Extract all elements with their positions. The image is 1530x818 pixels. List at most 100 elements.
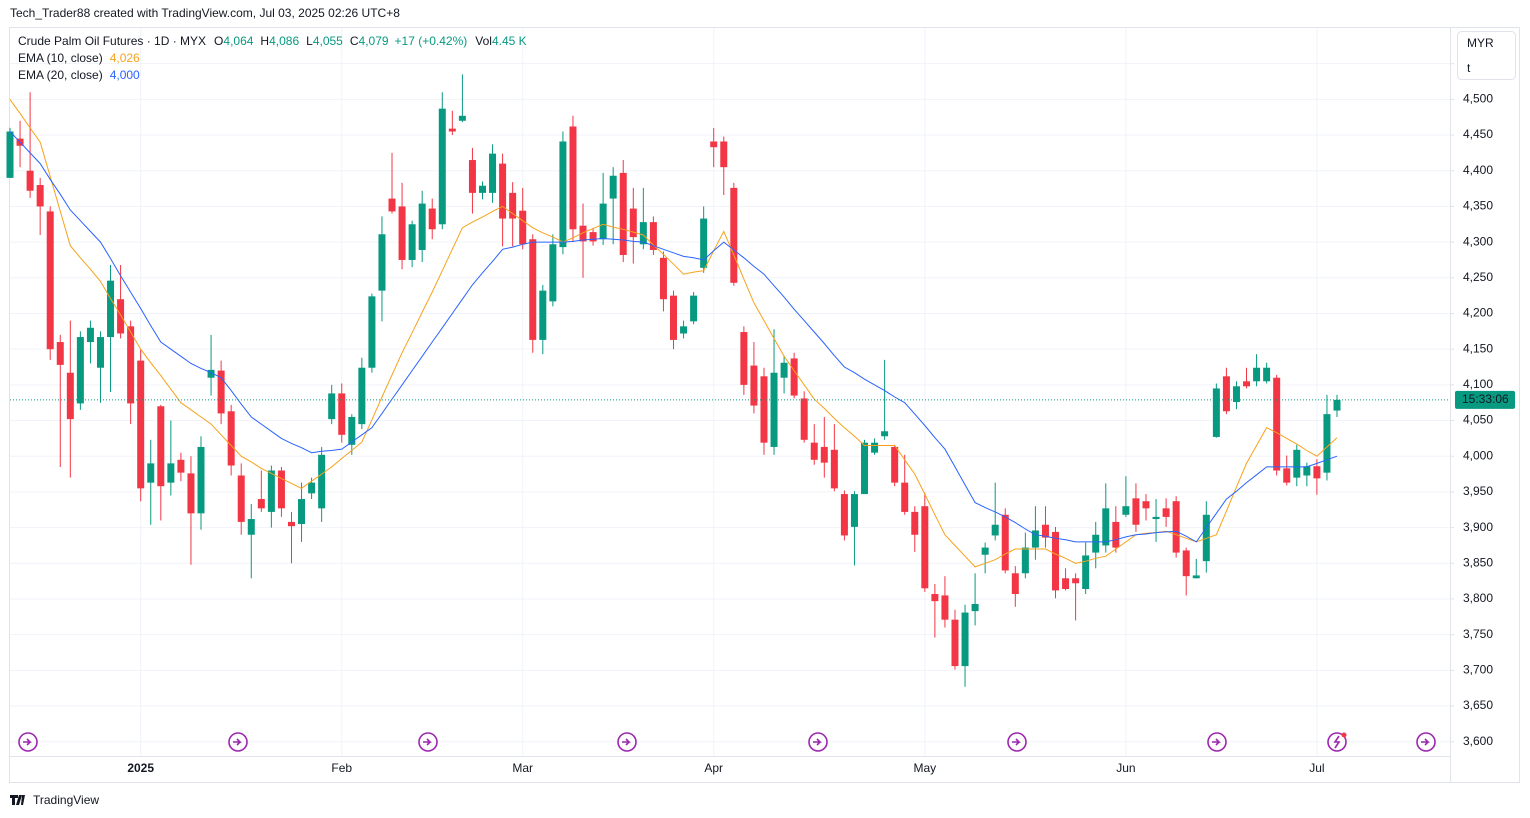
legend-low: 4,055 [313,34,343,48]
candle-body [448,128,456,132]
event-icon[interactable] [228,732,248,752]
event-icon[interactable] [617,732,637,752]
candle-body [36,185,44,207]
event-dot [1341,732,1347,738]
candle-body [549,244,557,302]
candle-body [1273,377,1281,471]
candle-body [850,494,858,527]
candle-body [1212,388,1220,437]
currency-box[interactable] [1457,31,1516,80]
candle-body [157,406,165,487]
candle-body [1192,575,1200,579]
candle-body [780,362,788,378]
event-icon[interactable] [1207,732,1227,752]
legend-change: +17 (+0.42%) [395,34,468,48]
candle-body [147,463,155,483]
candle-body [840,494,848,536]
candle-body [478,185,486,193]
candle-body [267,470,275,512]
candle-body [720,141,728,168]
candle-body [881,431,889,437]
candle-body [499,163,507,219]
branding-text: TradingView [33,793,99,807]
legend-high-label: H [260,34,269,48]
candle-body [659,257,667,300]
legend-high: 4,086 [269,34,299,48]
candle-body [1253,367,1261,382]
event-icon[interactable] [808,732,828,752]
candle-body [1031,530,1039,548]
candle-body [117,299,125,334]
candle-body [418,203,426,250]
legend-volume-label: Vol [475,34,492,48]
candle-body [1041,524,1049,538]
x-tick-label: Jul [1309,761,1324,775]
candle-body [710,141,718,148]
candle-body [1152,516,1160,520]
candle-body [961,612,969,667]
y-tick-label: 4,200 [1463,306,1493,320]
ema-line [9,131,1338,543]
legend-symbol: Crude Palm Oil Futures · 1D · MYX [18,34,206,48]
y-tick-label: 3,950 [1463,484,1493,498]
y-tick-label: 4,300 [1463,234,1493,248]
y-tick-label: 4,000 [1463,448,1493,462]
candle-body [1222,376,1230,412]
candle-body [1243,381,1251,387]
candle-body [1333,399,1341,411]
candle-body [398,206,406,260]
candle-body [1263,367,1271,382]
candle-body [750,365,758,406]
chart-frame [9,27,1520,783]
candle-body [127,326,135,404]
event-icon[interactable] [418,732,438,752]
candle-body [137,360,145,489]
candle-body [1323,414,1331,473]
event-icon[interactable] [1416,732,1436,752]
candle-body [1142,501,1150,509]
candle-body [1283,468,1291,483]
candle-body [237,475,245,522]
legend-indicator-value: 4,026 [110,51,140,65]
candle-body [6,131,14,178]
x-tick-label: Mar [512,761,533,775]
event-icon[interactable] [18,732,38,752]
candle-body [810,442,818,460]
candle-body [177,459,185,473]
candle-body [66,372,74,420]
legend-volume: 4.45 K [492,34,527,48]
event-icon[interactable] [1327,732,1347,752]
legend-indicator: EMA (20, close) 4,000 [18,68,140,82]
candle-body [1182,550,1190,577]
legend-indicator-name: EMA (10, close) [18,51,103,65]
candle-body [1293,449,1301,478]
countdown-box [1455,390,1515,409]
candle-body [700,218,708,268]
candle-body [991,524,999,536]
y-tick-label: 3,850 [1463,555,1493,569]
candle-body [1313,466,1321,479]
candle-body [639,222,647,245]
legend-main: Crude Palm Oil Futures · 1D · MYX O4,064 H… [18,34,527,48]
candle-body [941,595,949,620]
y-tick-label: 4,100 [1463,377,1493,391]
candle-body [619,172,627,255]
x-tick-label: May [913,761,936,775]
currency-unit[interactable]: MYR [1467,36,1494,50]
candle-body [217,370,225,414]
event-icon[interactable] [1007,732,1027,752]
candle-body [740,332,748,385]
x-tick-label: Apr [704,761,723,775]
candle-body [46,211,54,350]
legend-low-label: L [306,34,313,48]
candle-body [539,290,547,340]
candle-body [1172,501,1180,553]
legend-indicator: EMA (10, close) 4,026 [18,51,140,65]
candle-body [207,369,215,378]
candle-body [770,372,778,447]
candle-body [901,482,909,512]
candle-body [589,232,597,242]
currency-sub[interactable]: t [1467,61,1471,75]
candle-body [26,170,34,191]
candle-body [408,224,416,260]
